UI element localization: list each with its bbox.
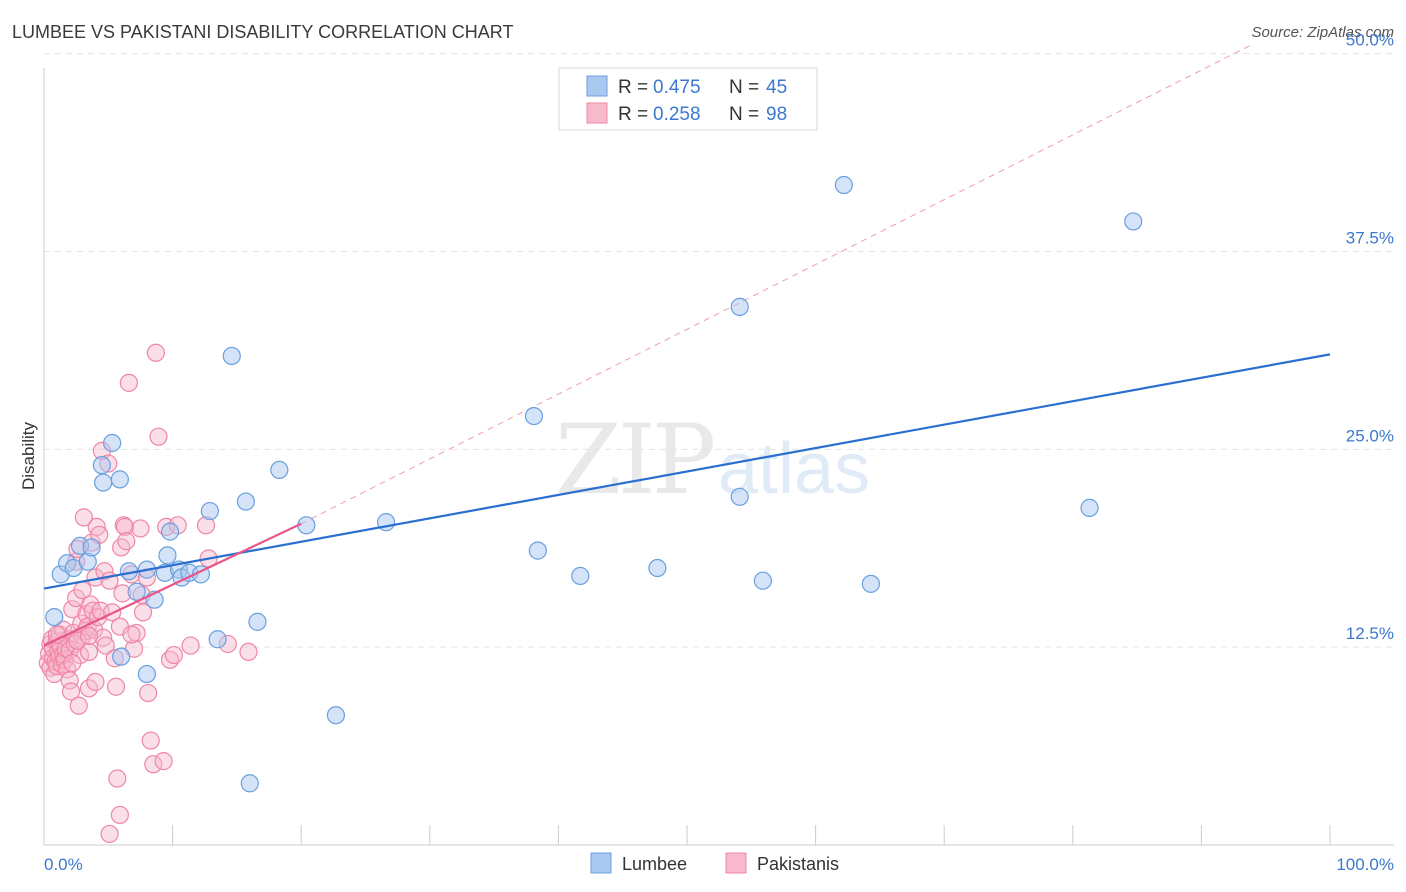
stats-r-value-pakistanis: 0.258 xyxy=(653,104,701,125)
pakistanis-point xyxy=(69,696,88,715)
pakistanis-point xyxy=(110,805,129,825)
lumbee-point xyxy=(648,558,667,578)
lumbee-point xyxy=(222,346,241,366)
pakistanis-point xyxy=(181,636,200,655)
pakistanis-point xyxy=(108,769,127,788)
pakistanis-point xyxy=(95,562,114,581)
legend-swatch-pakistanis xyxy=(725,852,747,874)
pakistanis-point xyxy=(79,642,99,662)
lumbee-point xyxy=(92,456,111,475)
stats-n-value-pakistanis: 98 xyxy=(766,104,787,125)
lumbee-point xyxy=(326,706,346,725)
pakistanis-point xyxy=(117,532,136,551)
pakistanis-point xyxy=(122,625,141,644)
legend-label-pakistanis: Pakistanis xyxy=(757,854,839,874)
stats-r-label-pakistanis: R = xyxy=(618,104,648,125)
lumbee-point xyxy=(82,538,101,557)
trend-lines xyxy=(300,43,1254,525)
pakistanis-point xyxy=(164,645,183,665)
pakistanis-point xyxy=(115,517,135,536)
pakistanis-point xyxy=(106,677,126,696)
lumbee-point xyxy=(571,566,590,586)
lumbee-point xyxy=(270,460,289,480)
lumbee-point xyxy=(112,647,131,666)
stats-swatch-pakistanis xyxy=(586,102,608,124)
lumbee-point xyxy=(137,664,156,684)
pakistanis-point xyxy=(133,603,153,622)
y-tick-label: 12.5% xyxy=(1346,624,1394,643)
y-tick-label: 37.5% xyxy=(1346,228,1394,247)
watermark-zip: ZIP xyxy=(555,404,714,516)
lumbee-point xyxy=(208,630,227,649)
pakistanis-point xyxy=(79,626,99,646)
lumbee-point xyxy=(528,541,547,560)
pakistanis-point xyxy=(154,752,173,771)
gridlines xyxy=(44,53,1394,648)
lumbee-point xyxy=(236,492,256,511)
pakistanis-trend-line xyxy=(43,522,302,647)
pakistanis-point xyxy=(144,755,163,774)
pakistanis-points xyxy=(38,343,258,844)
lumbee-point xyxy=(834,175,853,195)
stats-r-value-lumbee: 0.475 xyxy=(653,77,701,98)
lumbee-point xyxy=(160,522,180,541)
pakistanis-point xyxy=(63,600,82,619)
chart-source: Source: ZipAtlas.com xyxy=(1251,24,1394,41)
pakistanis-point xyxy=(146,343,165,362)
y-tick-labels: 12.5% 25.0% 37.5% 50.0% xyxy=(1346,31,1394,644)
legend-label-lumbee: Lumbee xyxy=(622,854,687,874)
pakistanis-point xyxy=(119,373,138,392)
stats-n-label-lumbee: N = xyxy=(729,77,759,98)
y-tick-label: 25.0% xyxy=(1346,426,1394,445)
chart-title: LUMBEE VS PAKISTANI DISABILITY CORRELATI… xyxy=(12,22,514,42)
lumbee-point xyxy=(103,433,122,453)
lumbee-point xyxy=(524,406,544,426)
stats-r-label-lumbee: R = xyxy=(618,77,648,98)
lumbee-point xyxy=(110,470,129,489)
lumbee-point xyxy=(753,571,772,590)
pakistanis-point xyxy=(239,642,258,662)
stats-n-label-pakistanis: N = xyxy=(729,104,759,125)
lumbee-point xyxy=(127,582,146,601)
pakistanis-point xyxy=(68,631,87,650)
stats-legend: R = 0.475 N = 45 R = 0.258 N = 98 xyxy=(558,67,818,131)
stats-swatch-lumbee xyxy=(586,75,608,97)
pakistanis-point xyxy=(131,519,150,538)
stats-n-value-lumbee: 45 xyxy=(766,77,787,98)
lumbee-points xyxy=(43,175,1331,793)
watermark: ZIP atlas xyxy=(555,404,870,516)
y-tick-label: 50.0% xyxy=(1346,31,1394,50)
pakistanis-point xyxy=(61,682,81,701)
lumbee-point xyxy=(861,574,880,593)
lumbee-point xyxy=(45,607,64,627)
lumbee-point xyxy=(248,612,267,631)
x-tick-label-max: 100.0% xyxy=(1336,855,1394,874)
pakistanis-point xyxy=(100,824,119,844)
pakistanis-point xyxy=(74,508,93,527)
lumbee-point xyxy=(730,297,749,316)
pakistanis-point xyxy=(86,672,105,692)
x-tick-label-min: 0.0% xyxy=(44,855,83,874)
lumbee-point xyxy=(1080,498,1099,517)
pakistanis-point xyxy=(63,653,82,673)
lumbee-point xyxy=(1124,212,1143,231)
lumbee-trend-line xyxy=(43,353,1331,590)
pakistanis-point xyxy=(96,636,115,655)
lumbee-point xyxy=(158,546,177,565)
bottom-legend: Lumbee Pakistanis xyxy=(590,852,839,874)
pakistanis-point xyxy=(149,427,168,446)
lumbee-point xyxy=(730,487,749,506)
pakistanis-point xyxy=(139,683,158,703)
lumbee-point xyxy=(94,473,113,492)
lumbee-point xyxy=(240,774,259,793)
pakistanis-point xyxy=(141,731,160,750)
y-axis-title: Disability xyxy=(19,421,38,490)
x-axis-ticks xyxy=(43,825,1331,845)
pakistanis-trend-extension xyxy=(300,43,1254,525)
legend-swatch-lumbee xyxy=(590,852,612,874)
lumbee-point xyxy=(200,501,219,521)
